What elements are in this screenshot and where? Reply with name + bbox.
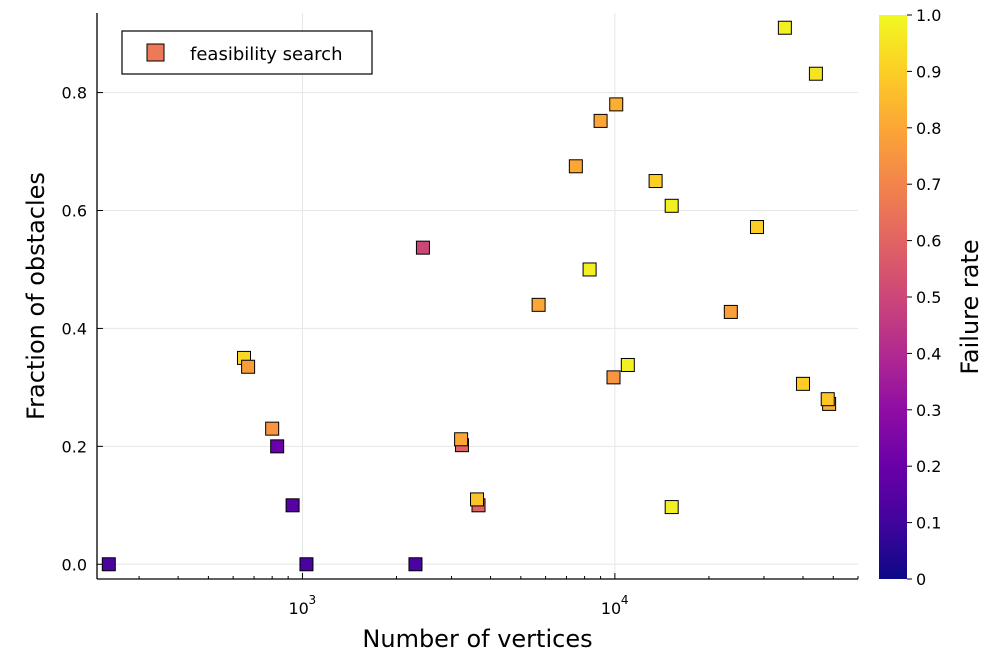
- data-point-27: [795, 376, 810, 391]
- data-point-3: [285, 498, 300, 513]
- x-tick-exponent-1: 4: [621, 593, 629, 607]
- data-point-2: [408, 557, 423, 572]
- x-tick-label-1: 10: [601, 599, 621, 618]
- y-tick-label-2: 0.4: [62, 319, 87, 338]
- data-point-17: [609, 97, 624, 112]
- colorbar-tick-label-0: 0: [916, 570, 926, 589]
- data-points: [101, 20, 837, 572]
- legend-label: feasibility search: [190, 44, 342, 65]
- colorbar-tick-label-6: 0.6: [916, 232, 941, 251]
- data-point-20: [648, 174, 663, 189]
- y-axis-label: Fraction of obstacles: [22, 172, 50, 420]
- colorbar-tick-label-3: 0.3: [916, 401, 941, 420]
- colorbar-scale: [879, 15, 907, 579]
- data-point-22: [664, 500, 679, 515]
- x-axis-label: Number of vertices: [362, 625, 592, 653]
- colorbar-tick-label-7: 0.7: [916, 175, 941, 194]
- data-point-19: [620, 357, 635, 372]
- y-tick-labels: 0.0 0.2 0.4 0.6 0.8: [62, 84, 87, 575]
- y-tick-label-4: 0.8: [62, 84, 87, 103]
- data-point-5: [265, 421, 280, 436]
- colorbar-tick-label-2: 0.2: [916, 457, 941, 476]
- data-point-0: [101, 557, 116, 572]
- colorbar-label: Failure rate: [956, 239, 983, 374]
- data-point-18: [606, 370, 621, 385]
- x-tick-label-0: 10: [288, 599, 308, 618]
- colorbar-tick-label-5: 0.5: [916, 288, 941, 307]
- y-tick-label-1: 0.2: [62, 437, 87, 456]
- data-point-10: [454, 432, 469, 447]
- colorbar-tick-label-9: 0.9: [916, 62, 941, 81]
- data-point-8: [415, 240, 430, 255]
- legend: feasibility search: [121, 30, 373, 75]
- data-point-21: [664, 198, 679, 213]
- data-point-26: [808, 66, 823, 81]
- data-point-4: [270, 439, 285, 454]
- data-point-1: [299, 557, 314, 572]
- data-point-15: [582, 262, 597, 277]
- x-tick-labels: 10 3 10 4: [288, 593, 628, 618]
- data-point-12: [470, 492, 485, 507]
- data-point-13: [531, 297, 546, 312]
- colorbar: 0 0.1 0.2 0.3 0.4 0.5 0.6 0.7 0.8 0.9 1.0 Failure …: [879, 6, 983, 589]
- colorbar-tick-label-10: 1.0: [916, 6, 941, 25]
- legend-marker: [146, 43, 165, 62]
- axes: [96, 13, 859, 580]
- y-tick-label-0: 0.0: [62, 555, 87, 574]
- data-point-24: [749, 220, 764, 235]
- y-tick-label-3: 0.6: [62, 202, 87, 221]
- data-point-29: [820, 392, 835, 407]
- colorbar-tick-label-1: 0.1: [916, 514, 941, 533]
- x-tick-exponent-0: 3: [308, 593, 316, 607]
- data-point-16: [593, 113, 608, 128]
- data-point-14: [568, 159, 583, 174]
- colorbar-tick-labels: 0 0.1 0.2 0.3 0.4 0.5 0.6 0.7 0.8 0.9 1.0: [907, 6, 941, 589]
- data-point-23: [723, 304, 738, 319]
- data-point-7: [241, 359, 256, 374]
- colorbar-tick-label-8: 0.8: [916, 119, 941, 138]
- data-point-25: [777, 20, 792, 35]
- colorbar-tick-label-4: 0.4: [916, 344, 941, 363]
